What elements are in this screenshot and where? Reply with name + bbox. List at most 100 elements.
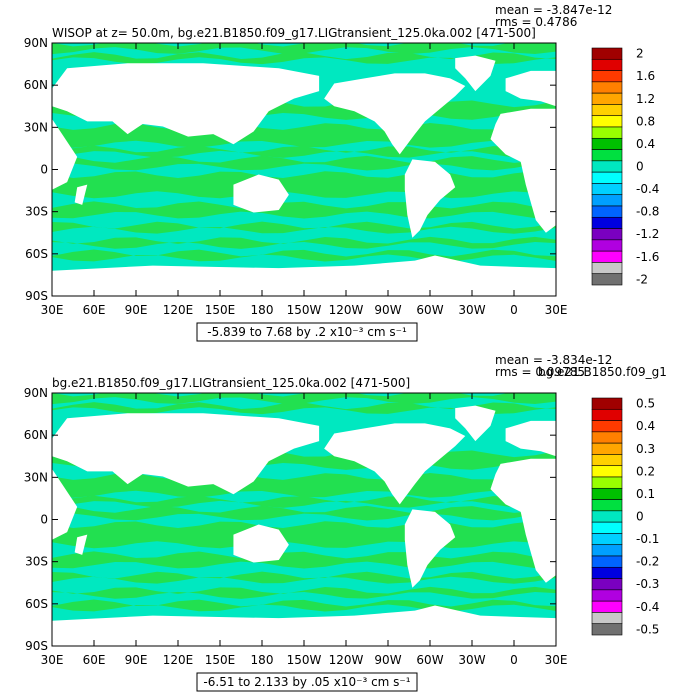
colorbar-swatch [591, 521, 623, 534]
y-tick-label: 90N [24, 36, 48, 50]
panel-title: bg.e21.B1850.f09_g17.LIGtransient_125.0k… [52, 376, 410, 390]
field-band [52, 571, 556, 584]
colorbar-swatch [591, 578, 623, 591]
colorbar-label: -0.5 [636, 622, 659, 636]
colorbar-swatch [591, 566, 623, 579]
range-label: -6.51 to 2.133 by .05 x10⁻³ cm s⁻¹ [203, 675, 410, 689]
x-tick-label: 90W [374, 303, 401, 317]
colorbar-label: -0.8 [636, 205, 659, 219]
x-tick-label: 120W [329, 653, 364, 667]
x-tick-label: 90W [374, 653, 401, 667]
field-band [52, 201, 556, 219]
land-africa-west [490, 458, 556, 583]
x-tick-label: 30E [545, 653, 568, 667]
colorbar-label: 1.2 [636, 92, 655, 106]
colorbar-swatch [591, 171, 623, 184]
field-band [52, 402, 556, 415]
stat-rms: rms = 0.09785 [495, 365, 585, 379]
colorbar-swatch [591, 499, 623, 512]
colorbar-label: 1.6 [636, 69, 655, 83]
stat-rms: rms = 0.4786 [495, 15, 577, 29]
land-north-america [324, 73, 466, 155]
land-madagascar [74, 534, 88, 555]
colorbar-swatch [591, 465, 623, 478]
colorbar-swatch [591, 623, 623, 636]
colorbar-swatch [591, 533, 623, 546]
colorbar-swatch [591, 228, 623, 241]
range-label: -5.839 to 7.68 by .2 x10⁻³ cm s⁻¹ [207, 325, 407, 339]
range-box [196, 322, 418, 342]
colorbar-swatch [591, 431, 623, 444]
land-antarctica [52, 255, 556, 296]
colorbar-label: 0.1 [636, 487, 655, 501]
land-greenland [455, 405, 496, 442]
y-tick-label: 90S [25, 639, 48, 653]
field-band [52, 145, 556, 158]
colorbar-swatch [591, 58, 623, 71]
field-band [52, 495, 556, 508]
y-tick-label: 0 [40, 163, 48, 177]
field-band [52, 221, 556, 234]
land-eurasia [52, 413, 320, 495]
colorbar-label: 2 [636, 47, 644, 61]
title-overlap: bg.e21.B1850.f09_g1 [538, 365, 667, 379]
x-tick-label: 0 [510, 653, 518, 667]
colorbar-label: -0.1 [636, 532, 659, 546]
colorbar-label: -0.2 [636, 555, 659, 569]
land-south-america [404, 509, 456, 588]
x-tick-label: 180 [251, 303, 274, 317]
colorbar-swatch [591, 262, 623, 275]
colorbar-label: -1.6 [636, 250, 659, 264]
field-band [52, 52, 556, 65]
land-africa-east [52, 118, 78, 190]
field-band [52, 155, 556, 171]
land-africa-west [490, 108, 556, 233]
x-tick-label: 150E [205, 653, 236, 667]
colorbar-swatch [591, 250, 623, 263]
colorbar-label: 0 [636, 160, 644, 174]
land-australia [233, 174, 289, 213]
x-tick-label: 60E [83, 303, 106, 317]
x-tick-label: 90E [125, 653, 148, 667]
colorbar-swatch [591, 442, 623, 455]
land-australia [233, 524, 289, 563]
colorbar-swatch [591, 420, 623, 433]
y-tick-label: 0 [40, 513, 48, 527]
x-tick-label: 120E [163, 653, 194, 667]
colorbar-swatch [591, 115, 623, 128]
colorbar-swatch [591, 137, 623, 150]
colorbar-swatch [591, 408, 623, 421]
colorbar-label: 0.3 [636, 442, 655, 456]
colorbar-swatch [591, 104, 623, 117]
x-tick-label: 150W [287, 653, 322, 667]
x-tick-label: 30W [458, 653, 485, 667]
colorbar-label: 0 [636, 510, 644, 524]
land-north-america [324, 423, 466, 505]
y-tick-label: 60S [25, 247, 48, 261]
colorbar-label: 0.5 [636, 397, 655, 411]
x-tick-label: 90E [125, 303, 148, 317]
colorbar-swatch [591, 487, 623, 500]
land-antarctica [52, 605, 556, 646]
colorbar-label: -0.4 [636, 182, 659, 196]
colorbar-label: 0.8 [636, 114, 655, 128]
field-band [52, 551, 556, 569]
colorbar-swatch [591, 589, 623, 602]
colorbar-swatch [591, 70, 623, 83]
colorbar-swatch [591, 544, 623, 557]
colorbar-swatch [591, 160, 623, 173]
x-tick-label: 30E [41, 303, 64, 317]
x-tick-label: 180 [251, 653, 274, 667]
x-tick-label: 30E [545, 303, 568, 317]
y-tick-label: 90S [25, 289, 48, 303]
x-tick-label: 150W [287, 303, 322, 317]
colorbar-swatch [591, 149, 623, 162]
colorbar-swatch [591, 510, 623, 523]
colorbar-swatch [591, 47, 623, 60]
stat-mean: mean = -3.847e-12 [495, 3, 612, 17]
x-tick-label: 60E [83, 653, 106, 667]
colorbar-swatch [591, 92, 623, 105]
x-tick-label: 30W [458, 303, 485, 317]
